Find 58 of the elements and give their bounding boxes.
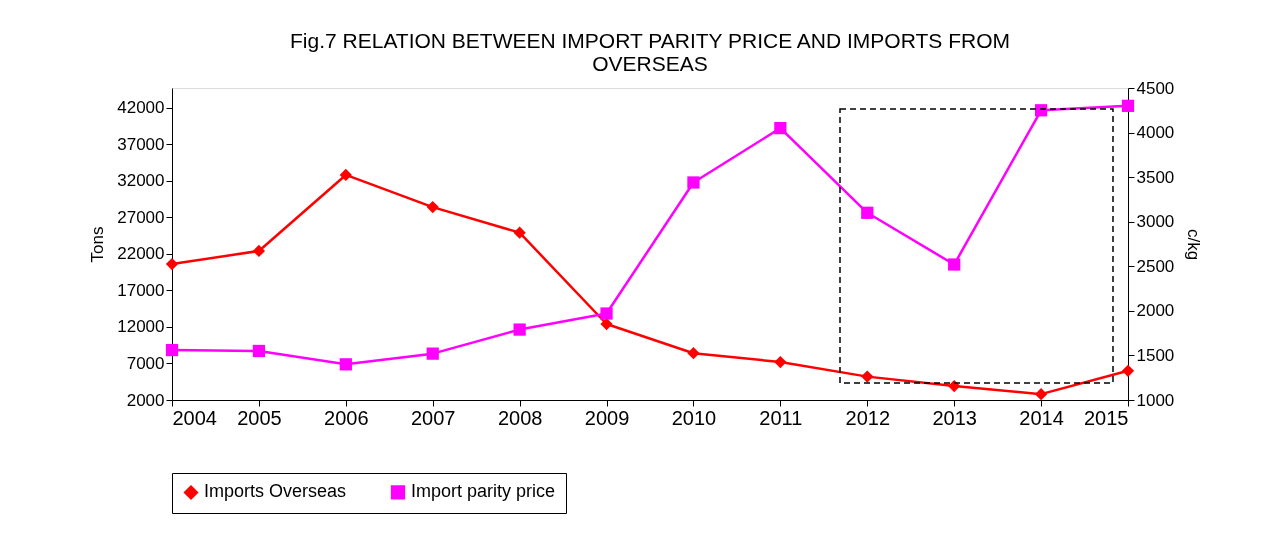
y2-tick-label: 3500	[1136, 167, 1175, 187]
y-tick-label: 37000	[117, 134, 165, 154]
y2-tick-label: 1000	[1136, 390, 1175, 410]
y-tick-label: 22000	[117, 244, 165, 264]
point	[861, 206, 874, 219]
point	[513, 323, 526, 336]
point	[687, 347, 700, 360]
y2-tick-label: 1500	[1136, 345, 1175, 365]
point	[600, 307, 613, 320]
x-tick-label: 2013	[932, 406, 977, 429]
text: Fig.7 RELATION BETWEEN IMPORT PARITY PRICE AND IMPORTS FROM	[290, 29, 1010, 52]
point	[1121, 99, 1135, 112]
point	[513, 226, 526, 239]
point	[1121, 364, 1135, 377]
x-tick-label: 2006	[324, 406, 369, 429]
y2-tick-label: 2000	[1136, 301, 1175, 321]
point	[252, 244, 266, 258]
point	[339, 168, 352, 182]
y-tick-label: 12000	[117, 317, 165, 337]
x-tick-label: 2009	[584, 406, 630, 429]
x-tick-label: 2008	[497, 406, 543, 429]
point	[426, 200, 439, 214]
y2-axis-title: c/kg	[1184, 228, 1204, 261]
y-tick-label: 42000	[117, 98, 165, 118]
y2-tick-label: 2500	[1136, 256, 1175, 276]
point	[339, 358, 352, 371]
point	[1034, 388, 1048, 401]
x-tick-label: 2014	[1019, 406, 1064, 429]
x-tick-label: 2005	[237, 406, 282, 429]
y-tick-label: 27000	[117, 207, 165, 227]
legend-label: Import parity price	[411, 481, 556, 502]
point	[165, 343, 179, 357]
point	[861, 370, 874, 383]
x-tick-label: 2004	[172, 406, 217, 429]
y2-tick-label: 3000	[1136, 212, 1175, 232]
x-tick-label: 2007	[410, 406, 456, 429]
y-tick-label: 17000	[117, 280, 165, 300]
point	[426, 347, 439, 360]
point	[600, 317, 613, 331]
x-tick-label: 2010	[671, 406, 717, 429]
point	[774, 121, 787, 135]
point	[252, 344, 266, 358]
y-axis-title: Tons	[88, 226, 108, 263]
y-tick-label: 2000	[126, 390, 165, 410]
x-tick-label: 2011	[759, 406, 803, 429]
y-tick-label: 7000	[126, 353, 165, 373]
y2-tick-label: 4000	[1136, 123, 1175, 143]
y2-tick-label: 4500	[1136, 78, 1175, 98]
x-tick-label: 2012	[845, 406, 891, 429]
point	[948, 379, 961, 393]
point	[774, 355, 787, 369]
point	[948, 258, 961, 271]
x-tick-label: 2015	[1084, 406, 1129, 429]
point	[165, 257, 179, 271]
point	[687, 176, 700, 189]
text: OVERSEAS	[592, 52, 708, 75]
y-tick-label: 32000	[117, 171, 165, 191]
legend-label: Imports Overseas	[204, 481, 347, 502]
